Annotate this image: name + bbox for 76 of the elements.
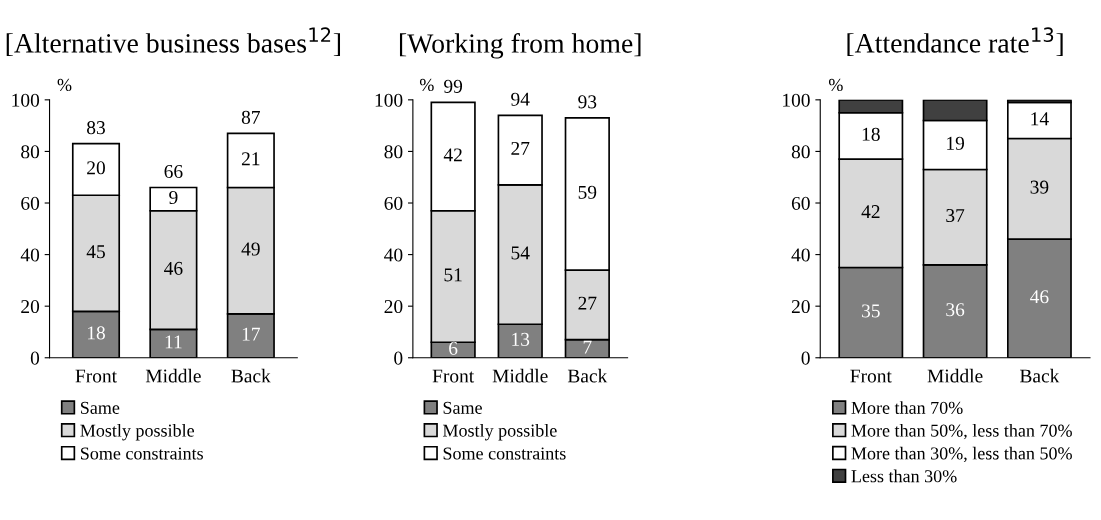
y-tick-label: 0 (801, 351, 810, 365)
data-label: 36 (946, 303, 965, 317)
data-label: 18 (87, 326, 105, 340)
chart-title: [Working from home] (399, 33, 641, 59)
total-label: 99 (444, 79, 463, 93)
data-label: 37 (946, 208, 965, 223)
data-label: 35 (862, 304, 880, 318)
y-tick-label: 40 (20, 248, 40, 262)
y-tick-label: 40 (384, 248, 403, 262)
y-tick-label: 20 (21, 299, 40, 314)
y-tick-label: 100 (12, 93, 40, 107)
total-label: 66 (164, 164, 183, 179)
data-label: 54 (511, 246, 530, 260)
total-label: 83 (87, 121, 105, 135)
data-label: 11 (165, 335, 182, 349)
data-label: 7 (583, 340, 592, 354)
legend-label: Same (443, 401, 482, 414)
y-tick-label: 20 (384, 299, 403, 314)
y-tick-label: 80 (21, 145, 40, 159)
y-tick-label: 0 (394, 351, 403, 365)
y-tick-label: 20 (791, 299, 810, 314)
legend-label: Less than 30% (851, 469, 957, 483)
data-label: 20 (87, 161, 105, 175)
legend-label: Some constraints (443, 447, 566, 460)
y-axis-title: % (419, 78, 434, 92)
x-tick-label: Middle (145, 368, 201, 383)
total-label: 94 (511, 92, 530, 106)
data-label: 59 (578, 185, 597, 199)
total-label: 93 (578, 95, 597, 109)
data-label: 6 (449, 341, 458, 355)
y-tick-label: 80 (791, 145, 810, 159)
y-tick-label: 60 (791, 196, 810, 210)
legend-label: More than 50%, less than 70% (851, 424, 1072, 440)
y-tick-label: 60 (384, 196, 403, 210)
y-tick-label: 60 (21, 196, 40, 210)
data-label: 39 (1030, 180, 1049, 194)
legend-label: Mostly possible (80, 424, 195, 441)
y-axis-title: % (57, 78, 72, 92)
y-tick-label: 100 (375, 93, 403, 107)
data-label: 27 (578, 296, 597, 310)
data-label: 18 (862, 127, 880, 141)
data-label: 42 (861, 205, 880, 218)
data-label: 17 (242, 327, 260, 341)
x-tick-label: Middle (492, 368, 548, 383)
data-label: 42 (443, 148, 462, 162)
y-tick-label: 40 (791, 248, 810, 262)
data-label: 27 (511, 141, 530, 155)
x-tick-label: Back (1019, 368, 1060, 383)
x-tick-label: Front (850, 369, 892, 383)
x-tick-label: Middle (927, 368, 983, 383)
legend-label: Same (80, 401, 120, 414)
legend-label: Some constraints (80, 447, 203, 460)
data-label: 45 (86, 245, 105, 259)
x-tick-label: Back (567, 368, 608, 383)
legend-label: More than 30%, less than 50% (851, 446, 1072, 463)
x-tick-label: Front (432, 369, 475, 383)
data-label: 49 (241, 242, 260, 256)
y-tick-label: 100 (783, 93, 810, 107)
data-label: 51 (444, 268, 462, 282)
legend-label: Mostly possible (442, 424, 557, 441)
total-label: 87 (241, 110, 260, 124)
y-tick-label: 0 (30, 351, 40, 365)
data-label: 21 (241, 152, 260, 166)
y-tick-label: 80 (384, 145, 403, 159)
chart-title: [Attendance rate$^{13}$] (847, 27, 1063, 57)
data-label: 46 (1030, 290, 1049, 304)
chart-title: [Alternative business bases$^{12}$] (6, 27, 341, 57)
data-label: 14 (1031, 112, 1049, 126)
x-tick-label: Back (231, 368, 271, 383)
data-label: 46 (164, 261, 183, 275)
x-tick-label: Front (75, 369, 117, 383)
data-label: 19 (947, 136, 965, 150)
legend-label: More than 70% (851, 401, 963, 414)
y-axis-title: % (828, 78, 843, 92)
data-label: 9 (169, 190, 178, 205)
data-label: 13 (512, 332, 530, 346)
